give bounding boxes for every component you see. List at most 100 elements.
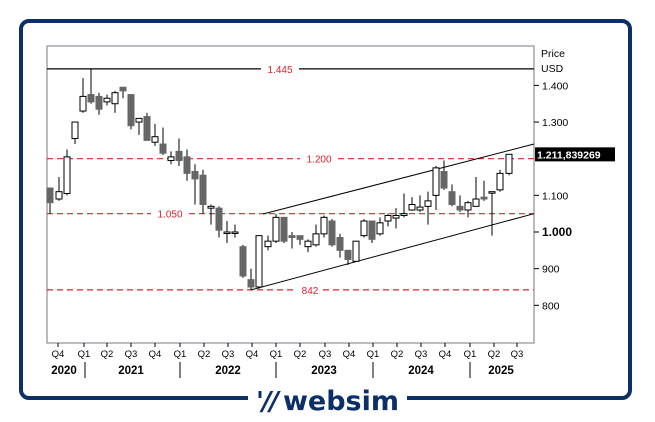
candle-bear <box>440 171 448 189</box>
x-year-label: 2023 <box>311 365 337 377</box>
candle-bull <box>352 240 360 262</box>
candle-bull <box>464 202 472 211</box>
x-quarter-label: Q4 <box>246 349 259 360</box>
websim-mark-icon: '// <box>256 386 279 417</box>
candle-bull <box>231 231 239 234</box>
candle-bull <box>408 204 416 211</box>
level-label: 1.445 <box>267 65 292 76</box>
candle-bull <box>360 220 368 237</box>
x-year-label: 2020 <box>51 365 77 377</box>
candle-bull <box>55 191 63 200</box>
candle-bear <box>159 143 167 154</box>
x-quarter-label: Q4 <box>149 349 162 360</box>
x-quarter-label: Q1 <box>78 349 91 360</box>
last-price-label: 1.211,839269 <box>537 149 601 161</box>
candle-bear <box>344 249 352 260</box>
candle-bull <box>151 136 159 143</box>
candle-bear <box>215 207 223 231</box>
x-year-label: 2022 <box>215 365 241 377</box>
axis-tick-label: 1.400 <box>542 80 568 92</box>
x-quarter-label: Q3 <box>222 349 235 360</box>
last-price-tag <box>535 147 615 162</box>
candle-bear <box>336 236 344 251</box>
x-quarter-label: Q3 <box>511 349 524 360</box>
candle-bear <box>119 86 127 92</box>
candle-bull <box>320 216 328 235</box>
candle-bull <box>223 231 231 234</box>
candle-bull <box>384 215 392 222</box>
x-quarter-label: Q4 <box>52 349 65 360</box>
candle-bull <box>167 156 175 162</box>
x-quarter-label: Q2 <box>294 349 307 360</box>
x-quarter-label: Q2 <box>198 349 211 360</box>
x-quarter-label: Q3 <box>125 349 138 360</box>
candle-bull <box>111 92 119 105</box>
candle-bear <box>239 246 247 277</box>
candle-bear <box>280 216 288 242</box>
x-quarter-label: Q1 <box>464 349 477 360</box>
x-quarter-label: Q3 <box>415 349 428 360</box>
candle-bear <box>175 150 183 162</box>
x-quarter-label: Q4 <box>439 349 452 360</box>
websim-logo: '// websim <box>248 386 407 417</box>
x-year-label: 2024 <box>408 365 434 377</box>
candle-bull <box>207 205 215 209</box>
level-label: 1.050 <box>157 210 182 221</box>
candle-bull <box>63 156 71 195</box>
channel-upper-line <box>262 143 535 215</box>
x-quarter-label: Q2 <box>488 349 501 360</box>
candle-bear <box>296 235 304 240</box>
candle-bull <box>312 233 320 246</box>
x-quarter-label: Q4 <box>343 349 356 360</box>
candle-bear <box>328 220 336 246</box>
candle-bull <box>472 198 480 207</box>
candle-bull <box>135 117 143 123</box>
channel-lower-line <box>250 213 535 291</box>
candle-bull <box>392 215 400 219</box>
candle-bull <box>264 240 272 248</box>
candle-bear <box>143 116 151 141</box>
axis-tick-label: 1.000 <box>542 225 572 239</box>
candle-bull <box>416 206 424 211</box>
candle-bull <box>71 121 79 140</box>
candle-bear <box>191 171 199 180</box>
axis-tick-label: 800 <box>542 300 560 312</box>
x-quarter-label: Q1 <box>367 349 380 360</box>
x-quarter-label: Q2 <box>391 349 404 360</box>
candle-bull <box>376 222 384 235</box>
x-quarter-label: Q1 <box>174 349 187 360</box>
candle-bear <box>95 95 103 110</box>
candle-bull <box>505 153 513 174</box>
candle-bear <box>183 156 191 174</box>
candle-bull <box>304 240 312 248</box>
x-year-label: 2021 <box>118 365 144 377</box>
x-year-label: 2025 <box>488 365 514 377</box>
candle-bull <box>255 235 263 288</box>
candle-bear <box>127 94 135 127</box>
candle-bear <box>368 220 376 240</box>
logo-area: '// websim <box>0 381 655 422</box>
candle-bull <box>424 200 432 207</box>
candle-bull <box>272 216 280 242</box>
candle-bull <box>432 167 440 196</box>
axis-tick-label: 1.100 <box>542 190 568 202</box>
candle-bull <box>488 191 496 194</box>
candle-bear <box>288 235 296 238</box>
candle-bull <box>79 95 87 112</box>
candle-bull <box>496 172 504 191</box>
axis-title-price: Price <box>541 48 565 60</box>
candle-bear <box>247 279 255 288</box>
level-label: 1.200 <box>306 155 331 166</box>
x-quarter-label: Q2 <box>101 349 114 360</box>
candle-bear <box>448 191 456 206</box>
axis-title-currency: USD <box>541 63 564 75</box>
axis-tick-label: 1.300 <box>542 117 568 129</box>
x-quarter-label: Q1 <box>270 349 283 360</box>
candle-bear <box>456 205 464 211</box>
brand-name: websim <box>282 386 399 417</box>
candle-bear <box>480 196 488 200</box>
candle-bear <box>46 187 54 204</box>
x-quarter-label: Q3 <box>319 349 332 360</box>
axis-tick-label: 900 <box>542 264 560 276</box>
